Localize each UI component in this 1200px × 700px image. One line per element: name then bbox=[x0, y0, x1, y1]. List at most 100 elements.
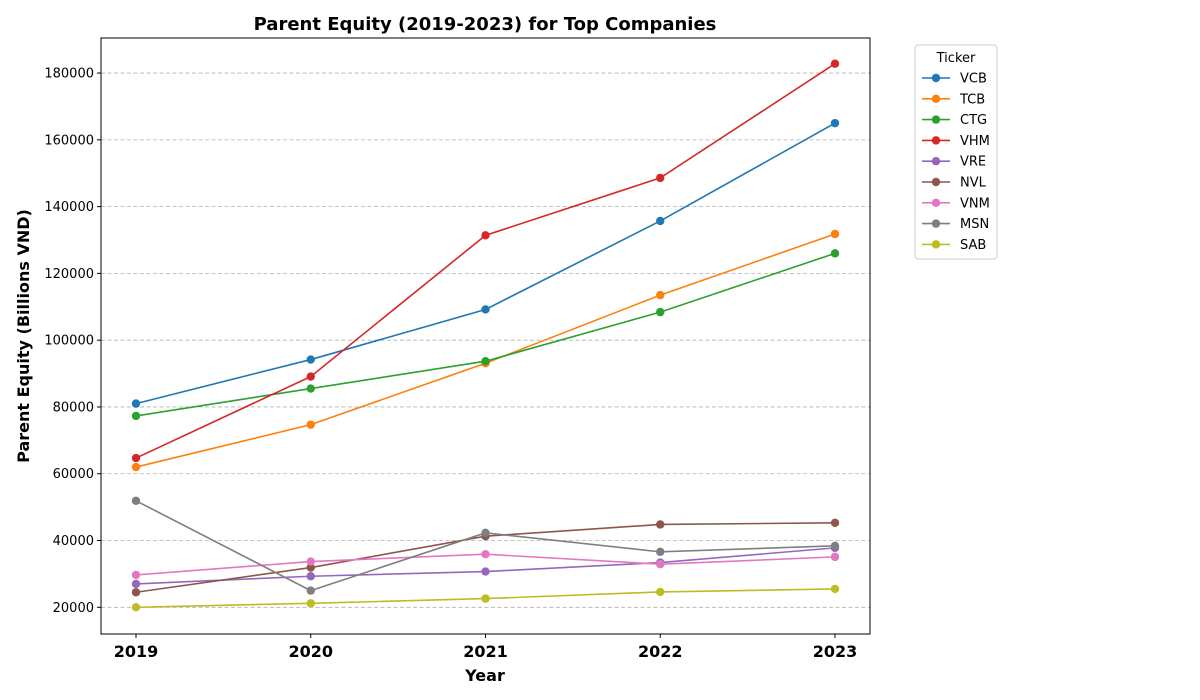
legend-label: VHM bbox=[960, 134, 990, 149]
y-axis-label: Parent Equity (Billions VND) bbox=[14, 209, 33, 463]
legend-marker-swatch bbox=[931, 73, 941, 83]
y-tick-label: 60000 bbox=[53, 467, 94, 482]
x-axis-ticks: 2019 2020 2021 2022 2023 bbox=[114, 634, 858, 661]
data-point-vhm bbox=[131, 453, 141, 463]
legend-marker-swatch bbox=[931, 177, 941, 187]
data-point-vre bbox=[481, 567, 490, 576]
data-point-vcb bbox=[306, 355, 315, 364]
series-layer bbox=[131, 59, 840, 612]
plot-area-frame bbox=[100, 37, 871, 635]
legend-label: VCB bbox=[960, 72, 987, 87]
data-point-sab bbox=[656, 587, 665, 597]
data-point-vre bbox=[131, 579, 141, 589]
y-tick-label: 40000 bbox=[53, 534, 94, 549]
y-tick-label: 80000 bbox=[53, 400, 94, 415]
data-point-nvl bbox=[656, 520, 665, 529]
legend-label: SAB bbox=[960, 238, 986, 253]
data-point-vcb bbox=[481, 305, 490, 314]
x-axis-label: Year bbox=[464, 666, 505, 685]
y-tick-label: 180000 bbox=[44, 67, 94, 82]
data-point-vhm bbox=[481, 231, 490, 240]
legend: Ticker VCB TCB CTG VHM VRE NVL VNM MSN SAB bbox=[914, 44, 998, 260]
legend-item-vre: VRE bbox=[922, 155, 986, 170]
data-point-sab bbox=[306, 599, 315, 608]
series-vhm bbox=[131, 59, 840, 463]
x-tick-label: 2021 bbox=[463, 642, 508, 661]
data-point-sab bbox=[131, 603, 141, 612]
data-point-vhm bbox=[830, 59, 840, 68]
legend-marker-swatch bbox=[931, 157, 941, 166]
data-point-msn bbox=[131, 496, 141, 505]
legend-item-vhm: VHM bbox=[922, 134, 990, 149]
data-point-tcb bbox=[131, 462, 141, 472]
legend-marker-swatch bbox=[931, 198, 941, 207]
y-axis-ticks: 20000 40000 60000 80000 100000 120000 140000 16… bbox=[44, 67, 101, 616]
series-line-tcb bbox=[135, 233, 836, 468]
legend-item-vnm: VNM bbox=[922, 196, 990, 211]
data-point-msn bbox=[830, 541, 840, 551]
y-tick-label: 100000 bbox=[44, 334, 94, 349]
data-point-tcb bbox=[306, 420, 315, 429]
data-point-ctg bbox=[481, 357, 490, 366]
series-tcb bbox=[131, 229, 840, 472]
legend-marker-swatch bbox=[931, 240, 941, 249]
legend-marker-swatch bbox=[931, 115, 941, 124]
x-tick-label: 2023 bbox=[813, 642, 858, 661]
data-point-vhm bbox=[656, 173, 665, 183]
legend-marker-swatch bbox=[931, 136, 941, 145]
series-msn bbox=[131, 496, 840, 595]
data-point-ctg bbox=[656, 307, 665, 317]
y-tick-label: 160000 bbox=[44, 133, 94, 148]
chart-title: Parent Equity (2019-2023) for Top Compan… bbox=[254, 14, 717, 35]
data-point-vnm bbox=[306, 557, 315, 566]
x-tick-label: 2019 bbox=[114, 642, 159, 661]
x-tick-label: 2022 bbox=[638, 642, 683, 661]
data-point-ctg bbox=[306, 384, 315, 393]
series-vcb bbox=[131, 118, 840, 408]
data-point-nvl bbox=[306, 563, 315, 572]
y-tick-label: 120000 bbox=[44, 267, 94, 282]
data-point-nvl bbox=[830, 518, 840, 528]
series-sab bbox=[131, 584, 840, 612]
legend-item-sab: SAB bbox=[922, 238, 986, 253]
data-point-vcb bbox=[830, 118, 840, 128]
legend-label: TCB bbox=[959, 92, 985, 107]
x-tick-label: 2020 bbox=[288, 642, 333, 661]
data-point-vre bbox=[306, 572, 315, 581]
data-point-vcb bbox=[656, 216, 665, 226]
legend-item-ctg: CTG bbox=[922, 113, 987, 128]
data-point-ctg bbox=[830, 249, 840, 258]
data-point-vcb bbox=[131, 399, 141, 408]
legend-item-nvl: NVL bbox=[922, 176, 987, 191]
data-point-msn bbox=[656, 547, 665, 557]
data-point-nvl bbox=[131, 588, 141, 597]
legend-marker-swatch bbox=[931, 219, 941, 228]
legend-label: CTG bbox=[960, 113, 987, 128]
legend-label: VNM bbox=[960, 196, 990, 211]
data-point-msn bbox=[306, 586, 315, 595]
y-tick-label: 20000 bbox=[53, 601, 94, 616]
legend-label: NVL bbox=[960, 176, 987, 191]
series-vnm bbox=[131, 549, 840, 580]
data-point-sab bbox=[830, 584, 840, 594]
legend-marker-swatch bbox=[931, 94, 941, 104]
legend-title: Ticker bbox=[936, 51, 976, 66]
legend-items: VCB TCB CTG VHM VRE NVL VNM MSN SAB bbox=[922, 72, 990, 253]
legend-label: MSN bbox=[960, 217, 989, 232]
legend-item-vcb: VCB bbox=[922, 72, 987, 87]
data-point-sab bbox=[481, 594, 490, 603]
series-line-ctg bbox=[135, 252, 836, 417]
legend-item-tcb: TCB bbox=[922, 92, 985, 107]
data-point-vnm bbox=[656, 560, 665, 569]
legend-label: VRE bbox=[960, 155, 986, 170]
series-ctg bbox=[131, 249, 840, 421]
data-point-ctg bbox=[131, 411, 141, 421]
legend-item-msn: MSN bbox=[922, 217, 989, 232]
data-point-tcb bbox=[830, 229, 840, 239]
y-tick-label: 140000 bbox=[44, 200, 94, 215]
data-point-vhm bbox=[306, 372, 315, 381]
data-point-vnm bbox=[830, 552, 840, 562]
data-point-tcb bbox=[656, 290, 665, 300]
data-point-vnm bbox=[481, 549, 490, 559]
